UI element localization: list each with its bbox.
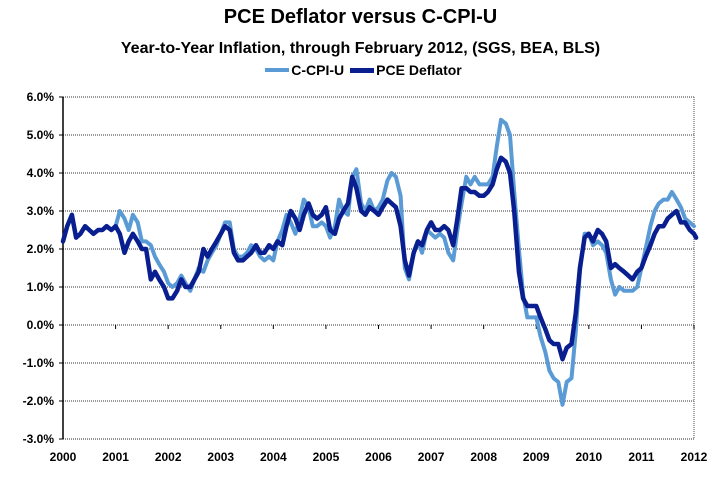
legend: C-CPI-U PCE Deflator xyxy=(0,62,721,78)
y-tick-label: 3.0% xyxy=(27,204,55,218)
series-line-pce-deflator xyxy=(60,155,699,362)
y-tick-label: -3.0% xyxy=(23,432,55,446)
y-tick-label: -2.0% xyxy=(23,394,55,408)
chart-title: PCE Deflator versus C-CPI-U xyxy=(223,6,498,28)
x-tick-label: 2006 xyxy=(365,450,392,464)
x-tick-label: 2012 xyxy=(681,450,708,464)
x-tick-label: 2005 xyxy=(313,450,340,464)
x-tick-label: 2000 xyxy=(50,450,77,464)
legend-label-c-cpi-u: C-CPI-U xyxy=(291,62,345,78)
chart-subtitle: Year-to-Year Inflation, through February… xyxy=(120,40,601,57)
legend-item-pce-deflator: PCE Deflator xyxy=(350,62,462,78)
x-tick-label: 2010 xyxy=(575,450,602,464)
legend-item-c-cpi-u: C-CPI-U xyxy=(265,62,344,78)
y-tick-label: 4.0% xyxy=(27,166,55,180)
x-tick-label: 2004 xyxy=(260,450,287,464)
y-tick-label: -1.0% xyxy=(23,356,55,370)
y-tick-label: 2.0% xyxy=(27,242,55,256)
x-tick-label: 2008 xyxy=(470,450,497,464)
legend-swatch-pce-deflator xyxy=(350,67,375,73)
legend-label-pce-deflator: PCE Deflator xyxy=(376,62,462,78)
y-tick-label: 0.0% xyxy=(27,318,55,332)
x-tick-label: 2009 xyxy=(523,450,550,464)
x-tick-label: 2011 xyxy=(628,450,654,464)
x-tick-label: 2007 xyxy=(418,450,445,464)
y-tick-label: 5.0% xyxy=(27,128,55,142)
y-tick-label: 1.0% xyxy=(27,280,55,294)
x-tick-label: 2001 xyxy=(102,450,129,464)
x-tick-label: 2003 xyxy=(207,450,234,464)
legend-swatch-c-cpi-u xyxy=(265,68,290,72)
y-tick-label: 6.0% xyxy=(27,90,55,104)
x-tick-label: 2002 xyxy=(155,450,182,464)
